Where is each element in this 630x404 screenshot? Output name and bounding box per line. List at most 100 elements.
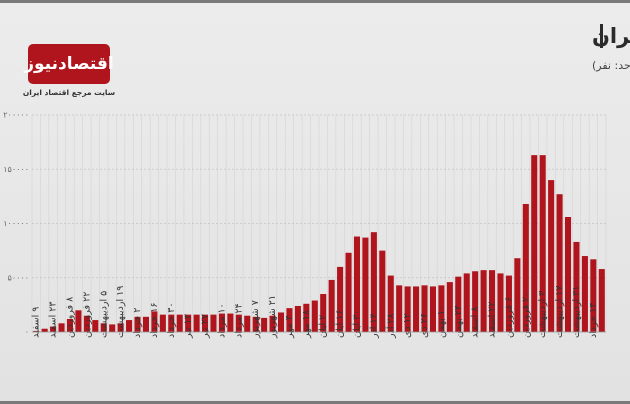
x-tick-label: ۱۶ خرداد — [149, 303, 160, 338]
x-tick-label: ۱۴ خرداد — [588, 303, 599, 338]
x-tick-label: ۱۴ آذر — [366, 313, 379, 339]
bar — [100, 323, 107, 332]
bar — [151, 311, 158, 332]
bar — [345, 252, 352, 332]
bar — [227, 313, 234, 332]
y-tick-label: ۱۰۰۰۰۰ — [3, 219, 29, 228]
bar — [489, 270, 496, 332]
bar — [193, 314, 200, 332]
x-tick-label: ۵ اردیبهشت — [98, 291, 109, 338]
x-tick-label: ۱۸ مهر — [301, 310, 312, 339]
bar — [83, 315, 90, 332]
x-tick-label: ۱۷ اردیبهشت — [554, 286, 565, 338]
x-tick-label: ۳ اردیبهشت — [537, 291, 548, 338]
bar — [142, 316, 149, 332]
x-tick-label: ۲۴ مرداد — [233, 303, 244, 338]
x-tick-label: ۲۴ بهمن — [453, 305, 464, 338]
x-tick-label: ۲۳ اسفند — [48, 302, 59, 339]
x-tick-label: ۲۶ دی — [419, 313, 430, 338]
x-tick-label: ۲۲ فروردین — [81, 292, 92, 338]
x-tick-label: ۴ مهر — [284, 315, 295, 339]
x-tick-label: ۲۱ شهریور — [267, 295, 278, 339]
bar — [387, 275, 394, 332]
bar — [353, 236, 361, 332]
top-border — [0, 0, 630, 3]
logo: اقتصادنیوز سایت مرجع اقتصاد ایران — [23, 44, 115, 97]
x-tick-label: ۲۸ آذر — [383, 313, 396, 339]
bar — [328, 279, 335, 332]
x-tick-label: ۲۰ فروردین — [520, 292, 531, 338]
x-tick-label: ۳۰ آبان — [349, 310, 362, 338]
x-tick-label: ۶ فروردین — [503, 297, 514, 338]
x-tick-label: ۲ آبان — [316, 315, 329, 338]
bar — [396, 285, 403, 332]
bar — [404, 286, 411, 332]
bar — [320, 294, 327, 332]
bar — [370, 232, 377, 332]
x-tick-label: ۸ فروردین — [64, 297, 75, 338]
bar — [413, 286, 420, 332]
x-tick-label: ۲۷ تیر — [200, 314, 211, 339]
bar — [446, 282, 453, 332]
x-tick-label: ۱۰ بهمن — [436, 305, 447, 338]
chart-subtitle: (واحد: نفر) — [592, 59, 630, 72]
x-tick-label: ۳۰ خرداد — [166, 303, 177, 338]
bar — [202, 314, 209, 332]
y-tick-label: ۲۰۰۰۰۰ — [3, 111, 29, 120]
bar — [269, 315, 276, 332]
bar — [497, 273, 504, 332]
bar — [362, 237, 369, 332]
bar — [41, 328, 48, 332]
x-tick-label: ۲۲ اسفند — [487, 302, 498, 339]
bar — [337, 266, 344, 332]
bar — [75, 310, 82, 332]
bar — [548, 180, 555, 332]
bar — [311, 300, 318, 332]
bar — [480, 270, 487, 332]
bar — [109, 324, 116, 332]
bar — [92, 320, 99, 332]
logo-tagline: سایت مرجع اقتصاد ایران — [23, 88, 115, 97]
x-tick-label: ۲ خرداد — [132, 308, 143, 338]
bar — [252, 316, 259, 332]
bar — [117, 323, 124, 332]
bar — [505, 275, 512, 332]
bar — [522, 203, 529, 332]
y-tick-label: ۰ — [25, 328, 29, 337]
bar — [472, 271, 479, 332]
bar — [50, 326, 57, 332]
bar — [294, 305, 301, 332]
title-marker — [600, 24, 603, 48]
bar — [176, 314, 183, 332]
y-tick-label: ۵۰۰۰۰ — [8, 273, 29, 282]
bar — [235, 314, 242, 332]
bar — [66, 318, 74, 332]
bar — [185, 314, 192, 332]
bar — [531, 155, 538, 332]
bar — [421, 285, 428, 332]
bar — [564, 216, 572, 332]
bar — [514, 258, 521, 332]
logo-box — [28, 44, 110, 84]
bar — [581, 256, 588, 332]
x-tick-label: ۱۰ مرداد — [216, 303, 227, 338]
bar — [58, 323, 65, 332]
bar — [277, 312, 285, 332]
bar — [286, 308, 293, 332]
chart-title: روند هفتگی ابتلا به کرونا در ایران — [592, 23, 630, 48]
bar — [463, 273, 470, 332]
bar — [303, 303, 310, 332]
bar — [168, 314, 175, 332]
bar — [126, 320, 133, 332]
bar — [455, 276, 462, 332]
bar — [573, 241, 580, 332]
x-tick-label: ۷ شهریور — [250, 300, 261, 339]
logo-text: اقتصادنیوز — [23, 54, 114, 74]
bar — [218, 313, 225, 332]
x-tick-label: ۱۲ دی — [402, 313, 413, 338]
bar — [244, 315, 251, 332]
bar — [438, 285, 445, 332]
y-tick-label: ۱۵۰۰۰۰ — [3, 165, 29, 174]
